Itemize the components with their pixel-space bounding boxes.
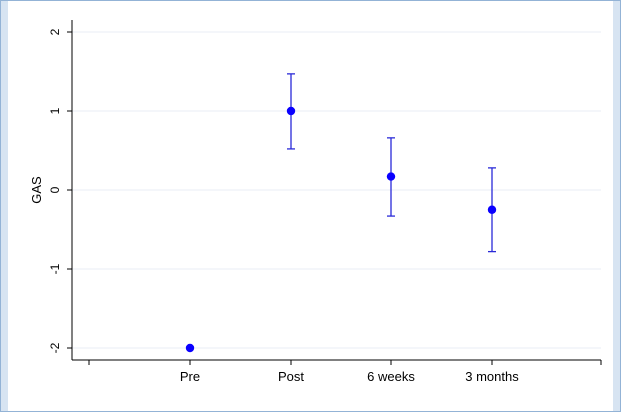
y-tick-layer: 2 1 0 -1 -2 (48, 28, 72, 353)
data-point-0 (185, 343, 195, 353)
y-tick-label-1: 1 (48, 107, 62, 114)
y-tick-label-4: -2 (48, 342, 62, 353)
x-tick-label-1: Post (278, 369, 304, 384)
x-tick-label-2: 6 weeks (367, 369, 415, 384)
left-border-bar (0, 0, 8, 412)
x-tick-label-3: 3 months (465, 369, 519, 384)
axis-layer: GAS (29, 20, 602, 365)
chart-svg: GAS 2 1 0 -1 -2 Pre Post 6 weeks 3 months (29, 20, 602, 384)
y-tick-label-2: 0 (48, 186, 62, 193)
x-tick-layer: Pre Post 6 weeks 3 months (180, 360, 519, 384)
data-point-1 (286, 106, 296, 116)
y-tick-label-0: 2 (48, 28, 62, 35)
data-point-2 (386, 172, 396, 181)
data-point-3 (487, 205, 497, 214)
grid-layer (72, 31, 601, 349)
right-border-bar (613, 0, 621, 412)
point-layer (185, 106, 497, 353)
plot-panel: GAS 2 1 0 -1 -2 Pre Post 6 weeks 3 months (9, 0, 612, 412)
x-tick-label-0: Pre (180, 369, 200, 384)
y-axis-label: GAS (29, 176, 44, 204)
y-tick-label-3: -1 (48, 263, 62, 274)
